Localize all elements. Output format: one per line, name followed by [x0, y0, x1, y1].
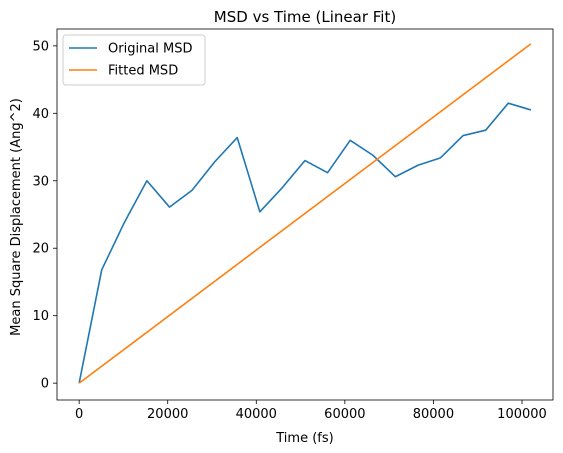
series-line-fitted-msd [78, 43, 532, 384]
y-tick-label: 50 [32, 39, 49, 54]
plot-area: 0 20000 40000 60000 80000 100000 0 10 20 30 40 50 Or… [32, 28, 554, 422]
x-axis-label: Time (fs) [275, 431, 333, 446]
y-tick-label: 40 [32, 107, 49, 122]
x-tick-label: 40000 [236, 407, 277, 422]
x-tick-label: 100000 [497, 407, 547, 422]
legend-label: Original MSD [108, 42, 192, 57]
chart-title: MSD vs Time (Linear Fit) [214, 8, 396, 26]
plot-frame [56, 28, 554, 401]
x-tick-label: 80000 [413, 407, 454, 422]
y-tick-label: 10 [32, 309, 49, 324]
legend-label: Fitted MSD [108, 64, 178, 79]
y-tick-label: 20 [32, 242, 49, 257]
y-tick-label: 0 [41, 377, 49, 392]
x-tick-label: 20000 [147, 407, 188, 422]
x-tick-label: 0 [75, 407, 83, 422]
series-line-original-msd [78, 102, 532, 384]
legend-box [62, 34, 206, 86]
x-tick-label: 60000 [324, 407, 365, 422]
y-tick-label: 30 [32, 174, 49, 189]
y-axis-label: Mean Square Displacement (Ang^2) [9, 98, 24, 336]
legend: Original MSD Fitted MSD [62, 34, 206, 86]
